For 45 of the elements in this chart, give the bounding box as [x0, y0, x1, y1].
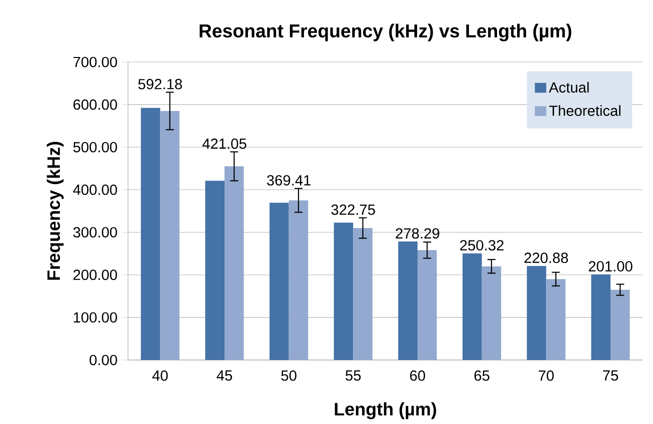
- x-tick-label: 75: [603, 370, 618, 381]
- bar: [270, 202, 289, 360]
- bar: [546, 279, 566, 360]
- bar: [288, 200, 308, 360]
- x-tick-label: 40: [152, 370, 168, 381]
- x-tick-label: 55: [346, 370, 361, 381]
- x-tick-label: 70: [538, 370, 554, 381]
- data-label: 220.88: [524, 252, 568, 264]
- legend-label: Theoretical: [549, 105, 620, 116]
- data-label: 278.29: [396, 228, 440, 239]
- bar: [591, 274, 611, 360]
- y-tick-label: 0.00: [90, 355, 118, 366]
- bar: [418, 250, 437, 360]
- data-label: 369.41: [266, 175, 311, 186]
- bar: [526, 266, 546, 360]
- bar: [353, 228, 372, 360]
- data-label: 322.75: [331, 204, 375, 216]
- x-axis-title: Length (µm): [334, 402, 436, 420]
- bar: [482, 266, 502, 360]
- y-tick-label: 200.00: [73, 270, 118, 280]
- y-tick-label: 100.00: [74, 312, 118, 323]
- x-tick-label: 65: [474, 370, 490, 381]
- data-label: 250.32: [460, 240, 504, 251]
- y-tick-label: 400.00: [73, 184, 118, 196]
- data-label: 421.05: [202, 138, 246, 150]
- y-tick-label: 500.00: [73, 142, 118, 153]
- legend-label: Actual: [548, 82, 589, 93]
- y-axis-title: Frequency (kHz): [46, 142, 64, 280]
- bar: [334, 222, 354, 360]
- bar: [160, 111, 180, 360]
- data-label: 201.00: [588, 261, 632, 272]
- y-tick-label: 300.00: [73, 227, 118, 238]
- y-tick-label: 700.00: [73, 57, 118, 68]
- bar: [140, 108, 160, 360]
- data-label: 592.18: [138, 79, 182, 90]
- x-tick-label: 50: [281, 370, 296, 381]
- bar: [610, 290, 630, 360]
- x-tick-label: 45: [216, 370, 232, 381]
- bar: [205, 180, 224, 360]
- chart-title: Resonant Frequency (kHz) vs Length (µm): [200, 24, 572, 42]
- bar: [462, 254, 482, 360]
- bar: [398, 242, 418, 360]
- x-tick-label: 60: [410, 370, 426, 381]
- y-tick-label: 600.00: [73, 100, 118, 110]
- bar: [224, 166, 244, 360]
